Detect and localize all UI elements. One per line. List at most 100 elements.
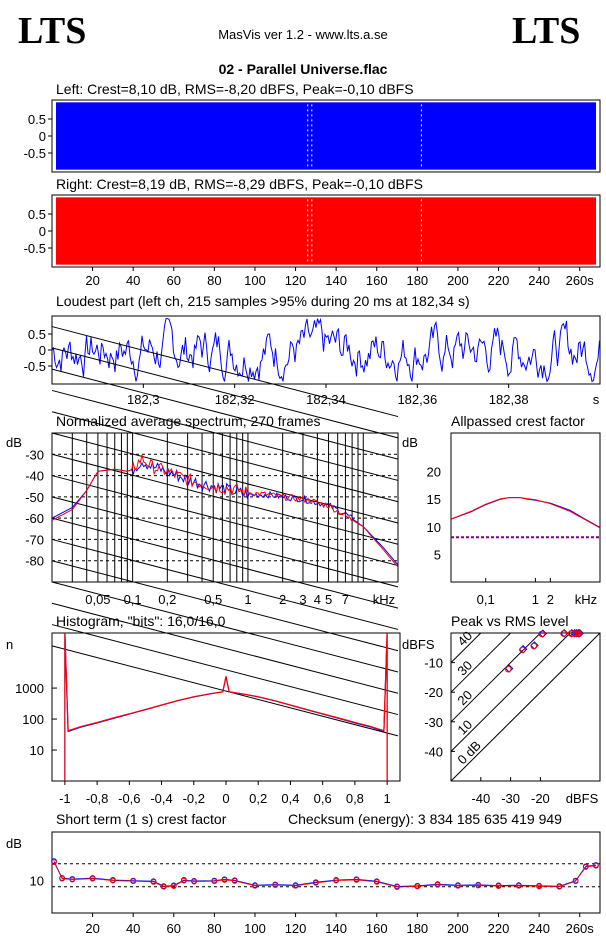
right-xtick-label: 200 — [447, 273, 469, 288]
right-xtick-label: 260s — [566, 273, 595, 288]
shortterm-point — [150, 878, 157, 885]
spectrum-series-line — [51, 454, 399, 568]
shortterm-point — [582, 864, 589, 870]
right-xtick-label: 180 — [406, 273, 428, 288]
left-ytick-label: 0.5 — [28, 112, 46, 127]
histogram-xtick-label: -0,8 — [86, 791, 108, 806]
spectrum-slope-line — [51, 538, 399, 630]
peak-rms-title: Peak vs RMS level — [451, 613, 569, 629]
spectrum-xtick-label: 1 — [244, 592, 251, 607]
shortterm-point — [69, 876, 76, 883]
histogram-xtick-label: 1 — [383, 791, 390, 806]
spectrum-xtick-label: 0,5 — [204, 592, 222, 607]
loudest-waveform-line — [51, 317, 600, 383]
shortterm-title: Short term (1 s) crest factor — [56, 811, 227, 827]
spectrum-xtick-label: 0,2 — [158, 592, 176, 607]
allpass-plot-frame — [450, 432, 601, 583]
shortterm-point — [495, 883, 502, 890]
shortterm-point — [353, 877, 360, 883]
shortterm-point — [515, 882, 522, 889]
peak-rms-point-right — [519, 646, 526, 654]
shortterm-xtick-label: 40 — [126, 921, 140, 936]
histogram-xtick-label: 0,6 — [314, 791, 332, 806]
right-ytick-label: 0 — [39, 224, 46, 239]
shortterm-point — [231, 878, 238, 884]
spectrum-slope-line — [51, 326, 399, 418]
left-channel-title: Left: Crest=8,10 dB, RMS=-8,20 dBFS, Pea… — [56, 81, 414, 97]
spectrum-ytick-label: -40 — [25, 469, 44, 484]
histogram-series-line — [64, 632, 388, 781]
peak-rms-plot-frame — [450, 632, 601, 782]
right-xtick-label: 20 — [85, 273, 99, 288]
left-ytick-label: -0.5 — [24, 146, 46, 161]
loudest-ytick-label: 0.5 — [28, 327, 46, 342]
spectrum-slope-line — [51, 453, 399, 545]
peak-rms-crest-label: 10 — [454, 717, 475, 738]
shortterm-plot-frame — [51, 831, 601, 914]
spectrum-slope-line — [51, 389, 399, 481]
shortterm-xtick-label: 200 — [447, 921, 469, 936]
shortterm-xtick-label: 140 — [325, 921, 347, 936]
shortterm-point — [373, 878, 380, 885]
file-title: 02 - Parallel Universe.flac — [218, 61, 388, 77]
app-title: MasVis ver 1.2 - www.lts.a.se — [218, 27, 388, 42]
spectrum-xtick-label: 3 — [299, 592, 306, 607]
spectrum-slope-line — [51, 411, 399, 503]
spectrum-slope-line — [51, 368, 399, 460]
spectrum-slope-line — [51, 560, 399, 652]
shortterm-point — [130, 878, 137, 885]
peak-rms-crest-label: 20 — [454, 687, 475, 708]
shortterm-point — [333, 877, 340, 884]
peak-rms-point-right — [560, 630, 567, 637]
checksum-text: Checksum (energy): 3 834 185 635 419 949 — [288, 811, 562, 827]
peak-rms-crest-label: 40 — [454, 628, 475, 649]
shortterm-xtick-label: 180 — [406, 921, 428, 936]
histogram-plot-frame — [51, 632, 401, 782]
peak-rms-crest-label: 30 — [454, 658, 475, 679]
peak-rms-crest-label: 0 dB — [454, 738, 484, 768]
allpass-series-line — [450, 497, 601, 528]
spectrum-slope-line — [51, 602, 399, 694]
loudest-ytick-label: 0 — [39, 343, 46, 358]
peak-rms-crest-line — [450, 632, 482, 663]
right-xtick-label: 140 — [325, 273, 347, 288]
allpass-ytick-label: 15 — [427, 492, 441, 507]
spectrum-ytick-label: -60 — [25, 511, 44, 526]
right-xtick-label: 160 — [366, 273, 388, 288]
spectrum-xtick-label: 7 — [342, 592, 349, 607]
spectrum-slope-line — [51, 645, 399, 737]
peak-rms-crest-line — [450, 632, 601, 782]
peak-rms-point-right — [570, 630, 578, 637]
loudest-xtick-label: 182,38 — [489, 392, 529, 407]
allpass-ytick-label: 5 — [434, 547, 441, 562]
histogram-ylabel: n — [6, 637, 13, 652]
spectrum-xtick-label: 2 — [279, 592, 286, 607]
shortterm-point — [89, 875, 96, 882]
histogram-ytick-label: 1000 — [15, 681, 44, 696]
shortterm-point — [51, 859, 57, 866]
shortterm-xtick-label: 240 — [528, 921, 550, 936]
shortterm-point — [475, 882, 482, 889]
shortterm-point — [455, 882, 461, 889]
histogram-xtick-label: 0 — [222, 791, 229, 806]
spectrum-ytick-label: -80 — [25, 554, 44, 569]
shortterm-point — [394, 884, 400, 890]
shortterm-point — [170, 883, 177, 890]
peak-rms-ylabel: dBFS — [402, 637, 435, 652]
right-xtick-label: 60 — [167, 273, 181, 288]
spectrum-ytick-label: -70 — [25, 532, 44, 547]
shortterm-xtick-label: 80 — [207, 921, 221, 936]
spectrum-ytick-label: -30 — [25, 447, 44, 462]
right-xtick-label: 240 — [528, 273, 550, 288]
loudest-part-title: Loudest part (left ch, 215 samples >95% … — [56, 293, 470, 309]
peak-rms-point-right — [575, 630, 583, 637]
spectrum-slope-line — [51, 581, 399, 673]
allpass-xtick-label: kHz — [575, 592, 597, 607]
spectrum-xtick-label: 0,05 — [85, 592, 110, 607]
allpass-ytick-label: 10 — [427, 520, 441, 535]
shortterm-point — [252, 882, 258, 889]
allpass-series-line — [450, 497, 601, 529]
shortterm-series-line — [53, 861, 596, 888]
histogram-xtick-label: 0,4 — [281, 791, 299, 806]
shortterm-point — [160, 883, 167, 890]
